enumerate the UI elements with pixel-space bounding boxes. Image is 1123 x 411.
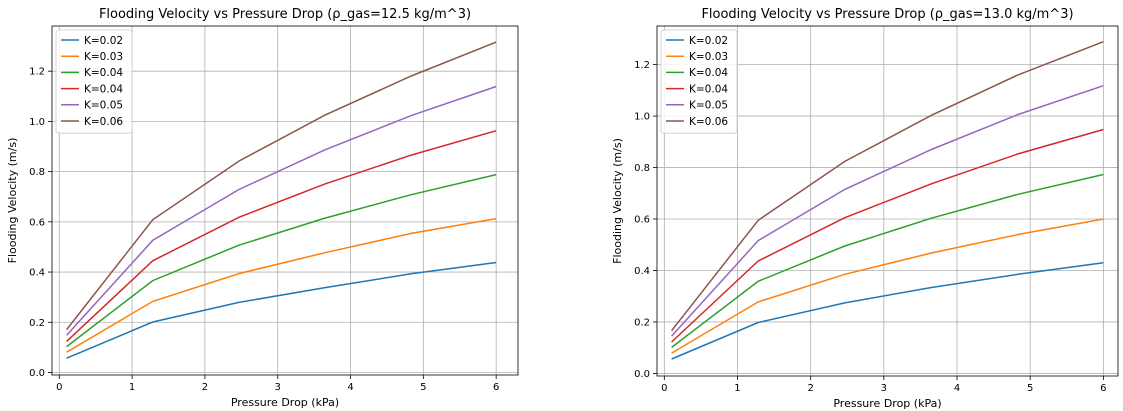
series-line-2 [66, 217, 497, 353]
legend: K=0.02 K=0.03 K=0.04 K=0.04 K=0.05 K=0.06 [55, 29, 133, 134]
legend-label: K=0.03 [689, 51, 728, 63]
y-tick-label: 1.0 [29, 117, 45, 128]
plot-frame [51, 25, 519, 376]
y-tick-label: 1.2 [634, 60, 650, 71]
x-tick-label: 5 [1027, 383, 1033, 394]
legend-label: K=0.02 [84, 35, 123, 47]
y-axis-label: Flooding Velocity (m/s) [6, 138, 19, 264]
x-tick-label: 2 [202, 382, 208, 393]
x-tick-label: 5 [420, 382, 426, 393]
series-line-1 [66, 261, 497, 359]
legend-label: K=0.05 [689, 100, 728, 112]
series-line-3 [671, 173, 1104, 348]
series-line-5 [66, 85, 497, 336]
legend-label: K=0.06 [689, 116, 728, 128]
chart-1: 0 1 2 3 4 5 6 0.0 0.2 0.4 0.6 0.8 1.0 1.2 Flooding Vel… [6, 7, 519, 409]
x-tick-label: 4 [347, 382, 353, 393]
series-line-5 [671, 84, 1104, 337]
y-tick-label: 0.2 [29, 318, 45, 329]
legend-label: K=0.04 [84, 83, 123, 95]
y-tick-label: 0.6 [634, 215, 650, 226]
y-tick-label: 0.8 [634, 163, 650, 174]
x-tick-label: 4 [954, 383, 960, 394]
y-tick-label: 0.4 [29, 268, 45, 279]
series-line-2 [671, 218, 1104, 354]
legend-label: K=0.06 [84, 116, 123, 128]
series-line-3 [66, 173, 497, 348]
legend-label: K=0.04 [689, 67, 728, 79]
x-tick-label: 2 [807, 383, 813, 394]
series-line-1 [671, 262, 1104, 360]
x-tick-label: 6 [493, 382, 499, 393]
chart-2: 0 1 2 3 4 5 6 0.0 0.2 0.4 0.6 0.8 1.0 1.2 Flooding Vel… [611, 7, 1119, 410]
x-tick-label: 3 [881, 383, 887, 394]
y-tick-label: 1.2 [29, 67, 45, 78]
y-tick-label: 0.4 [634, 266, 650, 277]
legend: K=0.02 K=0.03 K=0.04 K=0.04 K=0.05 K=0.06 [660, 29, 738, 134]
y-tick-label: 0.8 [29, 167, 45, 178]
y-tick-label: 0.0 [634, 369, 650, 380]
x-tick-label: 3 [275, 382, 281, 393]
legend-label: K=0.04 [84, 67, 123, 79]
series-line-6 [66, 41, 497, 331]
x-tick-label: 0 [56, 382, 62, 393]
x-tick-label: 6 [1100, 383, 1106, 394]
x-tick-label: 0 [661, 383, 667, 394]
x-tick-label: 1 [129, 382, 135, 393]
chart-title: Flooding Velocity vs Pressure Drop (ρ_ga… [99, 7, 471, 22]
legend-label: K=0.03 [84, 51, 123, 63]
x-axis-label: Pressure Drop (kPa) [833, 397, 941, 410]
series-line-4 [66, 129, 497, 342]
plot-frame [656, 25, 1119, 377]
legend-label: K=0.04 [689, 83, 728, 95]
y-axis-label: Flooding Velocity (m/s) [611, 138, 624, 264]
y-tick-label: 0.0 [29, 368, 45, 379]
x-axis-label: Pressure Drop (kPa) [231, 396, 339, 409]
series-line-4 [671, 128, 1104, 343]
series-line-6 [671, 41, 1104, 332]
legend-label: K=0.02 [689, 35, 728, 47]
y-tick-label: 0.6 [29, 217, 45, 228]
x-tick-label: 1 [734, 383, 740, 394]
y-tick-label: 0.2 [634, 317, 650, 328]
y-tick-label: 1.0 [634, 112, 650, 123]
chart-title: Flooding Velocity vs Pressure Drop (ρ_ga… [701, 7, 1073, 22]
legend-label: K=0.05 [84, 100, 123, 112]
